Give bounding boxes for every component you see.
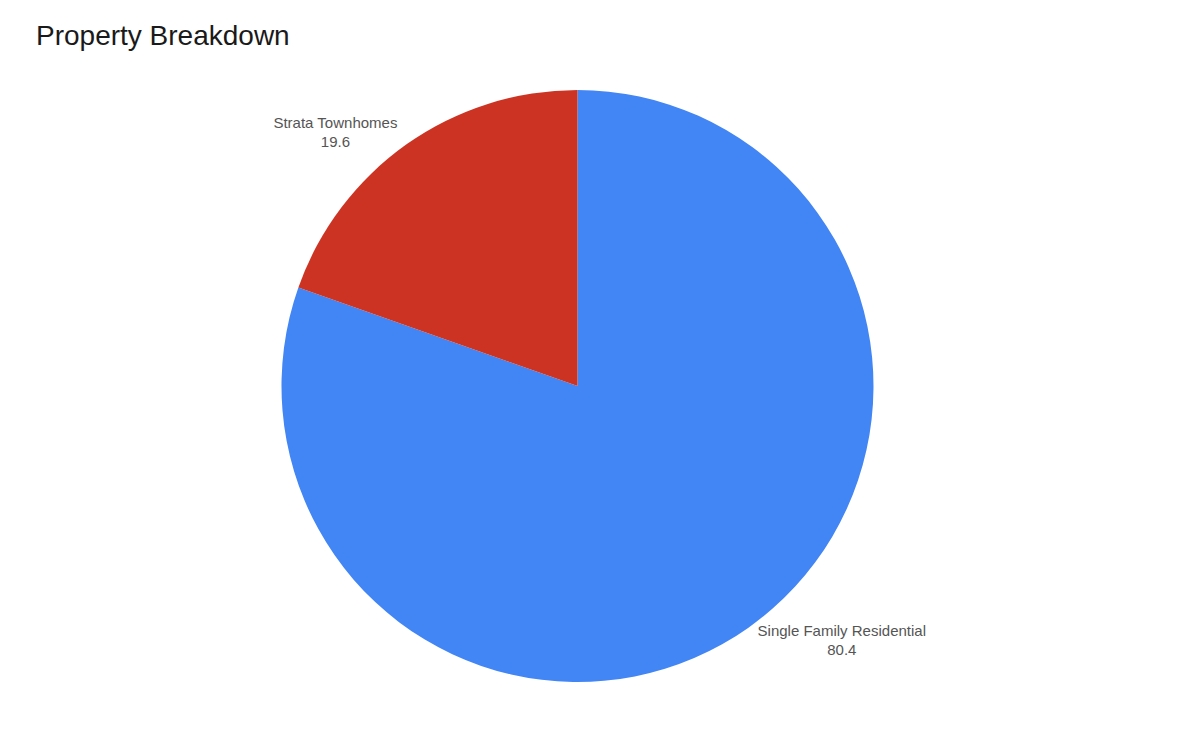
svg-text:Single Family Residential80.4: Single Family Residential80.4	[758, 622, 926, 659]
svg-text:Property Breakdown: Property Breakdown	[36, 20, 290, 51]
svg-text:Strata Townhomes19.6: Strata Townhomes19.6	[273, 114, 397, 150]
